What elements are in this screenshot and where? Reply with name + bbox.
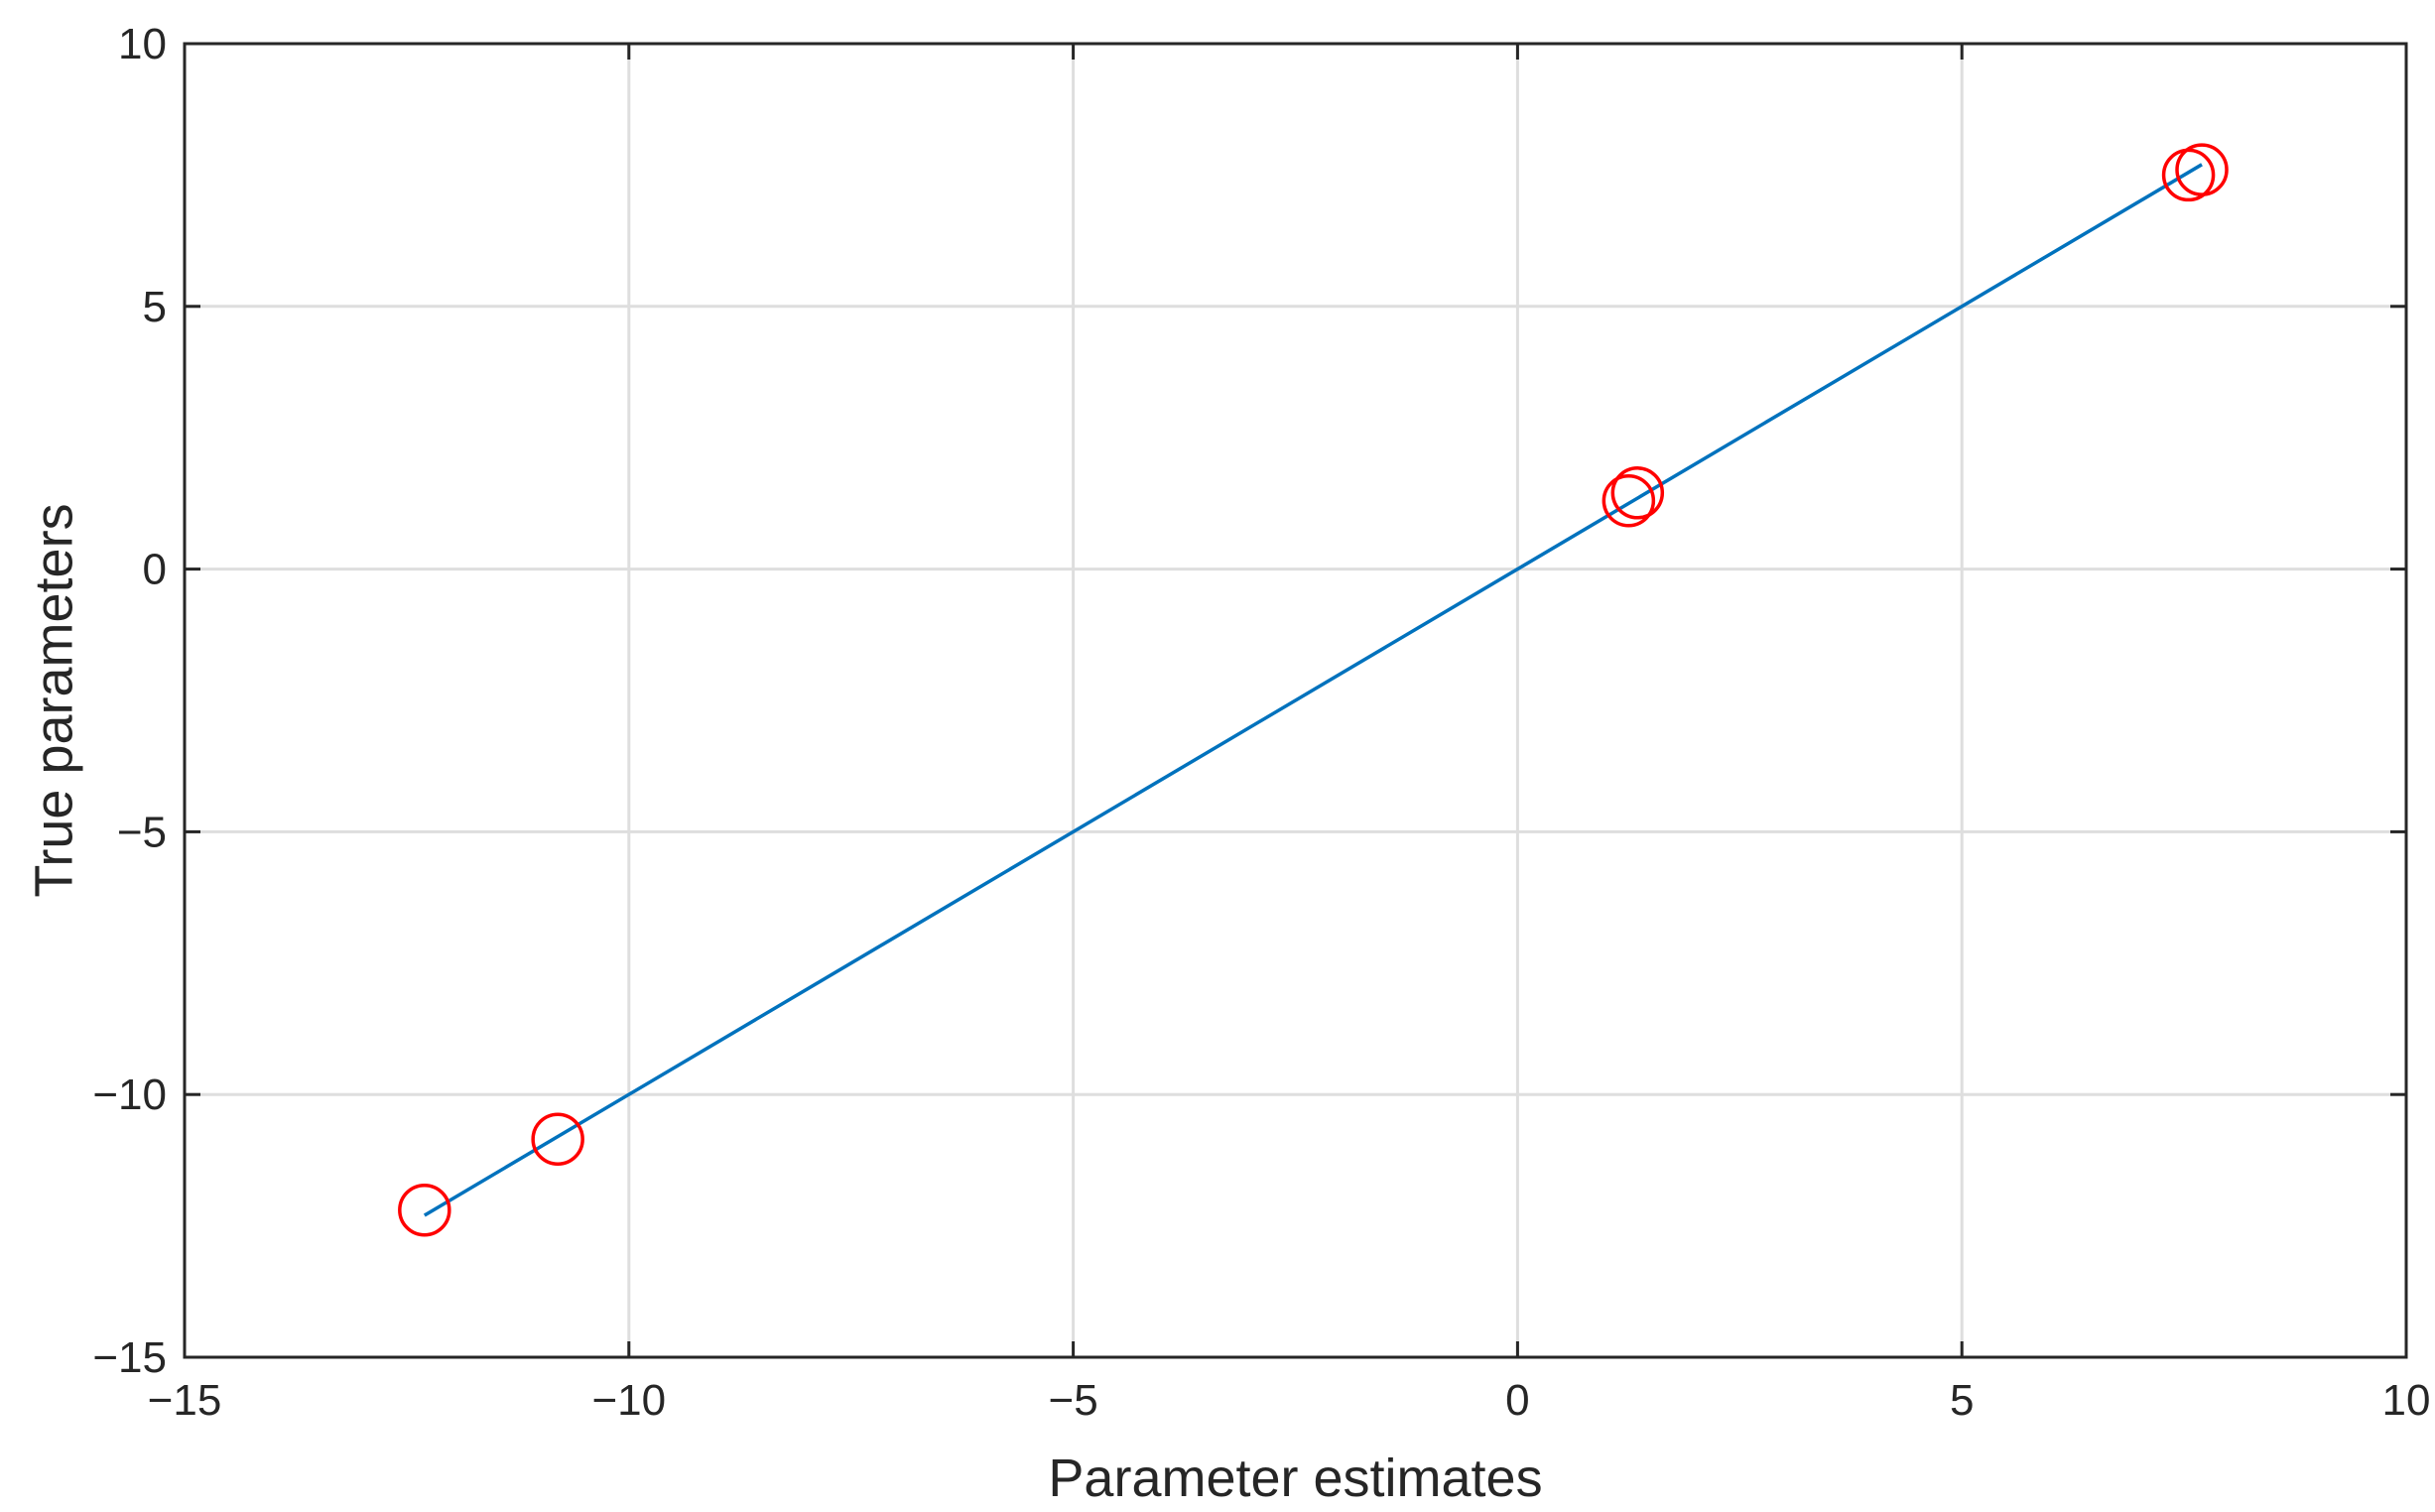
x-tick-label: 5: [1950, 1376, 1974, 1425]
y-tick-label: 10: [118, 20, 167, 68]
y-axis-label: True parameters: [24, 503, 83, 897]
data-point: [531, 1112, 584, 1166]
data-point: [398, 1183, 451, 1237]
x-tick-label: 0: [1505, 1376, 1529, 1425]
axes-box: [183, 42, 2408, 1359]
data-point: [2175, 143, 2229, 196]
data-point: [1602, 474, 1656, 528]
y-tick-label: −15: [92, 1333, 167, 1382]
plot-series: [398, 143, 2229, 1237]
y-tick-label: 5: [143, 283, 167, 331]
x-tick-label: −5: [1049, 1376, 1098, 1425]
x-tick-label: −15: [148, 1376, 222, 1425]
x-axis-label: Parameter estimates: [1048, 1449, 1542, 1508]
data-point: [1610, 466, 1665, 520]
y-tick-label: 0: [143, 546, 167, 594]
grid: [185, 44, 2406, 1357]
x-tick-label: −10: [591, 1376, 666, 1425]
y-tick-label: −5: [117, 808, 167, 856]
fit-line: [423, 163, 2203, 1217]
y-tick-label: −10: [92, 1071, 167, 1119]
x-tick-label: 10: [2382, 1376, 2431, 1425]
axis-ticks: −15 −10 −5 0 5 10 −15 −10 −5 0 5 10: [92, 20, 2430, 1425]
